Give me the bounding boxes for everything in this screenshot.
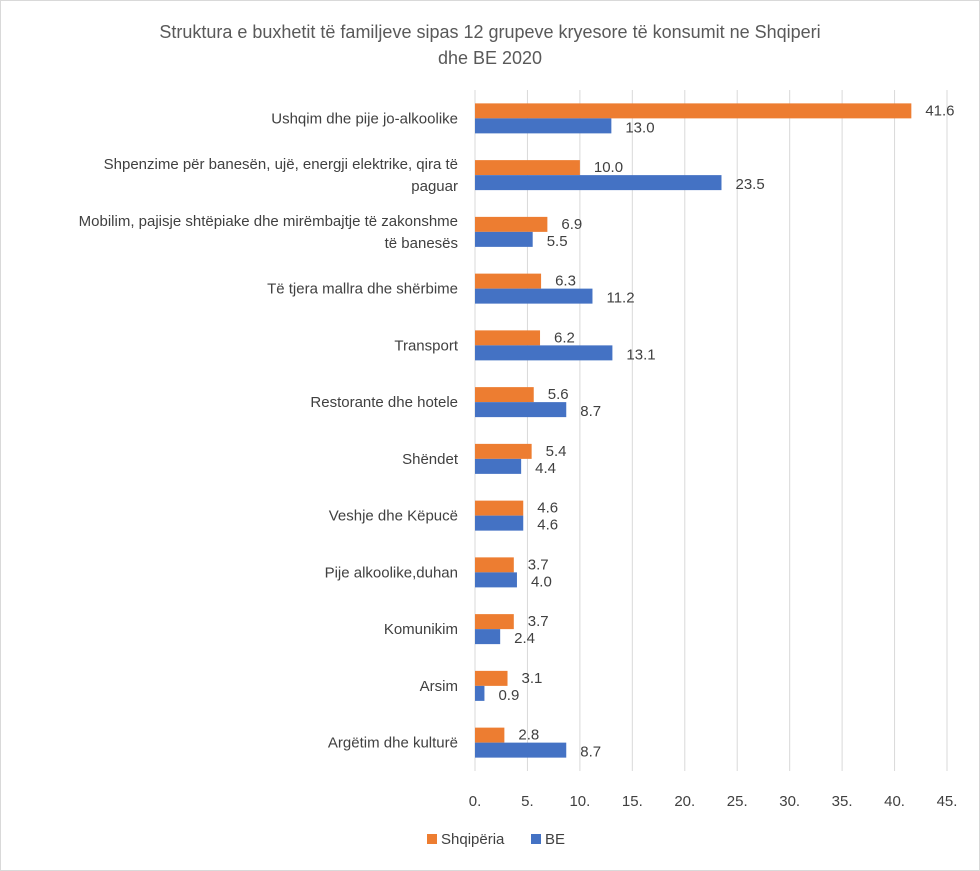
data-label: 2.4 <box>514 630 535 647</box>
bar-shqipria <box>475 443 532 459</box>
bar-shqipria <box>475 387 534 403</box>
bar-shqipria <box>475 500 524 516</box>
data-label: 8.7 <box>580 403 601 420</box>
chart-title-line: Struktura e buxhetit të familjeve sipas … <box>159 22 820 42</box>
data-label: 5.6 <box>548 386 569 403</box>
legend-label: BE <box>545 831 565 848</box>
x-tick-label: 25. <box>727 793 748 810</box>
x-tick-label: 0. <box>469 793 482 810</box>
chart-title-line: dhe BE 2020 <box>438 48 542 68</box>
category-label: Argëtim dhe kulturë <box>328 735 458 752</box>
bar-be <box>475 175 722 191</box>
data-label: 4.6 <box>537 500 558 517</box>
bar-be <box>475 458 522 474</box>
x-tick-label: 40. <box>884 793 905 810</box>
category-label: Komunikim <box>384 621 458 638</box>
bar-shqipria <box>475 557 514 573</box>
bar-be <box>475 231 533 247</box>
category-label: Transport <box>394 337 458 354</box>
bar-be <box>475 118 612 134</box>
bar-be <box>475 685 485 701</box>
category-label: paguar <box>411 178 458 195</box>
category-label: Mobilim, pajisje shtëpiake dhe mirëmbajt… <box>79 213 458 230</box>
data-label: 4.4 <box>535 460 556 477</box>
data-label: 41.6 <box>925 102 954 119</box>
x-tick-label: 45. <box>937 793 958 810</box>
data-label: 6.9 <box>561 216 582 233</box>
bar-shqipria <box>475 216 548 232</box>
bar-shqipria <box>475 614 514 630</box>
data-label: 3.7 <box>528 556 549 573</box>
bar-be <box>475 345 613 361</box>
bar-be <box>475 629 501 645</box>
category-label: Pije alkoolike,duhan <box>325 564 458 581</box>
x-tick-label: 10. <box>569 793 590 810</box>
bar-shqipria <box>475 273 542 289</box>
data-label: 0.9 <box>498 687 519 704</box>
data-label: 4.0 <box>531 573 552 590</box>
x-tick-label: 15. <box>622 793 643 810</box>
category-label: të banesës <box>385 235 458 252</box>
data-label: 5.5 <box>547 233 568 250</box>
bar-shqipria <box>475 330 541 346</box>
bar-be <box>475 288 593 304</box>
data-label: 13.0 <box>625 119 654 136</box>
data-label: 6.3 <box>555 273 576 290</box>
x-tick-label: 5. <box>521 793 534 810</box>
x-tick-label: 20. <box>674 793 695 810</box>
data-label: 6.2 <box>554 329 575 346</box>
data-label: 11.2 <box>606 290 634 307</box>
category-label: Arsim <box>420 678 458 695</box>
legend-swatch <box>427 834 437 844</box>
x-tick-label: 35. <box>832 793 853 810</box>
data-label: 4.6 <box>537 517 558 534</box>
data-label: 3.1 <box>522 670 543 687</box>
category-label: Ushqim dhe pije jo-alkoolike <box>271 110 458 127</box>
bar-shqipria <box>475 727 505 743</box>
bar-be <box>475 742 567 758</box>
data-label: 8.7 <box>580 744 601 761</box>
data-label: 5.4 <box>546 443 567 460</box>
category-label: Të tjera mallra dhe shërbime <box>267 281 458 298</box>
category-label: Veshje dhe Këpucë <box>329 508 458 525</box>
bar-shqipria <box>475 103 912 119</box>
category-label: Shëndet <box>402 451 459 468</box>
legend-label: Shqipëria <box>441 831 505 848</box>
bar-be <box>475 402 567 418</box>
bar-be <box>475 515 524 531</box>
bar-shqipria <box>475 670 508 686</box>
category-label: Restorante dhe hotele <box>310 394 458 411</box>
data-label: 3.7 <box>528 613 549 630</box>
legend-swatch <box>531 834 541 844</box>
data-label: 2.8 <box>518 727 539 744</box>
bar-shqipria <box>475 160 580 176</box>
category-label: Shpenzime për banesën, ujë, energji elek… <box>104 156 458 173</box>
data-label: 13.1 <box>626 346 655 363</box>
data-label: 23.5 <box>735 176 764 193</box>
x-tick-label: 30. <box>779 793 800 810</box>
bar-be <box>475 572 517 588</box>
data-label: 10.0 <box>594 159 623 176</box>
